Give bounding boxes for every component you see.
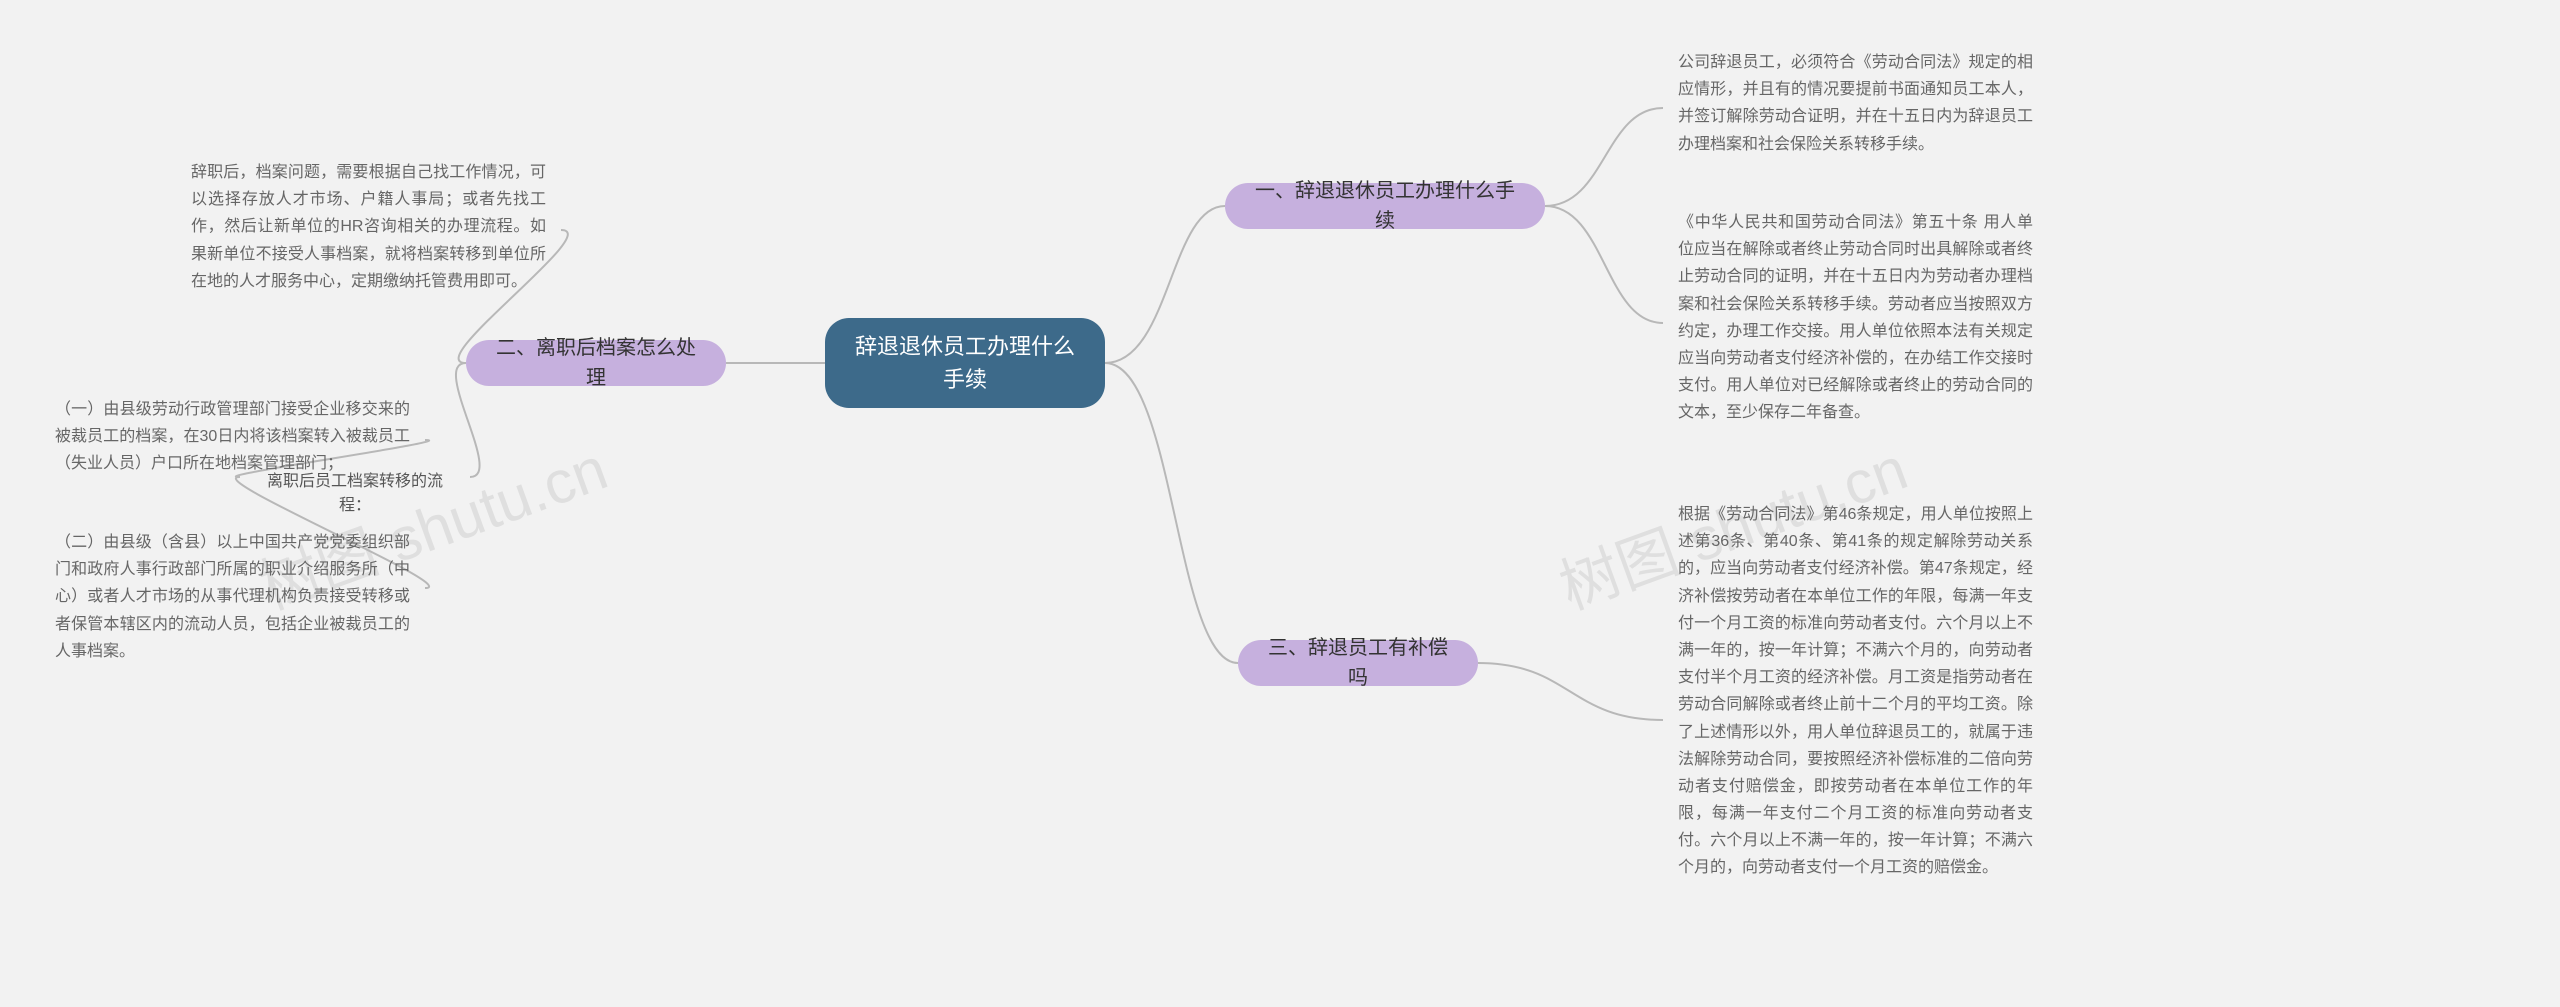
- leaf-text: 《中华人民共和国劳动合同法》第五十条 用人单位应当在解除或者终止劳动合同时出具解…: [1678, 209, 2033, 427]
- leaf-text: 公司辞退员工，必须符合《劳动合同法》规定的相应情形，并且有的情况要提前书面通知员…: [1678, 49, 2033, 158]
- leaf-text: 辞职后，档案问题，需要根据自己找工作情况，可以选择存放人才市场、户籍人事局；或者…: [191, 159, 546, 295]
- branch-node-1[interactable]: 一、辞退退休员工办理什么手续: [1225, 183, 1545, 229]
- leaf-node: 根据《劳动合同法》第46条规定，用人单位按照上述第36条、第40条、第41条的规…: [1663, 490, 2048, 893]
- leaf-node: 《中华人民共和国劳动合同法》第五十条 用人单位应当在解除或者终止劳动合同时出具解…: [1663, 198, 2048, 438]
- branch-label: 一、辞退退休员工办理什么手续: [1247, 176, 1523, 236]
- branch-label: 三、辞退员工有补偿吗: [1260, 633, 1456, 693]
- root-node[interactable]: 辞退退休员工办理什么手续: [825, 318, 1105, 408]
- leaf-node: 辞职后，档案问题，需要根据自己找工作情况，可以选择存放人才市场、户籍人事局；或者…: [176, 148, 561, 306]
- leaf-text: （一）由县级劳动行政管理部门接受企业移交来的被裁员工的档案，在30日内将该档案转…: [55, 396, 410, 478]
- leaf-node: 公司辞退员工，必须符合《劳动合同法》规定的相应情形，并且有的情况要提前书面通知员…: [1663, 38, 2048, 169]
- leaf-text: （二）由县级（含县）以上中国共产党党委组织部门和政府人事行政部门所属的职业介绍服…: [55, 529, 410, 665]
- leaf-node: （二）由县级（含县）以上中国共产党党委组织部门和政府人事行政部门所属的职业介绍服…: [40, 518, 425, 676]
- leaf-node: （一）由县级劳动行政管理部门接受企业移交来的被裁员工的档案，在30日内将该档案转…: [40, 385, 425, 489]
- branch-label: 二、离职后档案怎么处理: [488, 333, 704, 393]
- branch-node-3[interactable]: 三、辞退员工有补偿吗: [1238, 640, 1478, 686]
- leaf-text: 根据《劳动合同法》第46条规定，用人单位按照上述第36条、第40条、第41条的规…: [1678, 501, 2033, 882]
- branch-node-2[interactable]: 二、离职后档案怎么处理: [466, 340, 726, 386]
- root-label: 辞退退休员工办理什么手续: [847, 330, 1083, 396]
